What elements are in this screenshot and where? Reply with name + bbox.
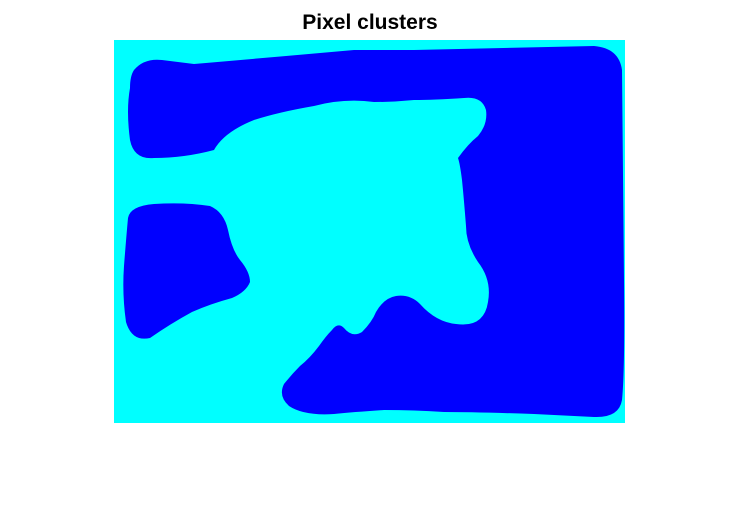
cluster-blue-region-right (281, 46, 625, 418)
figure-title: Pixel clusters (302, 11, 438, 34)
cluster-map-svg (114, 40, 625, 423)
cluster-blue-region-top-left (128, 50, 414, 159)
cluster-map-image (114, 40, 625, 423)
cluster-blue-region-left-middle (123, 203, 250, 339)
cluster-cyan-hole (419, 134, 431, 151)
